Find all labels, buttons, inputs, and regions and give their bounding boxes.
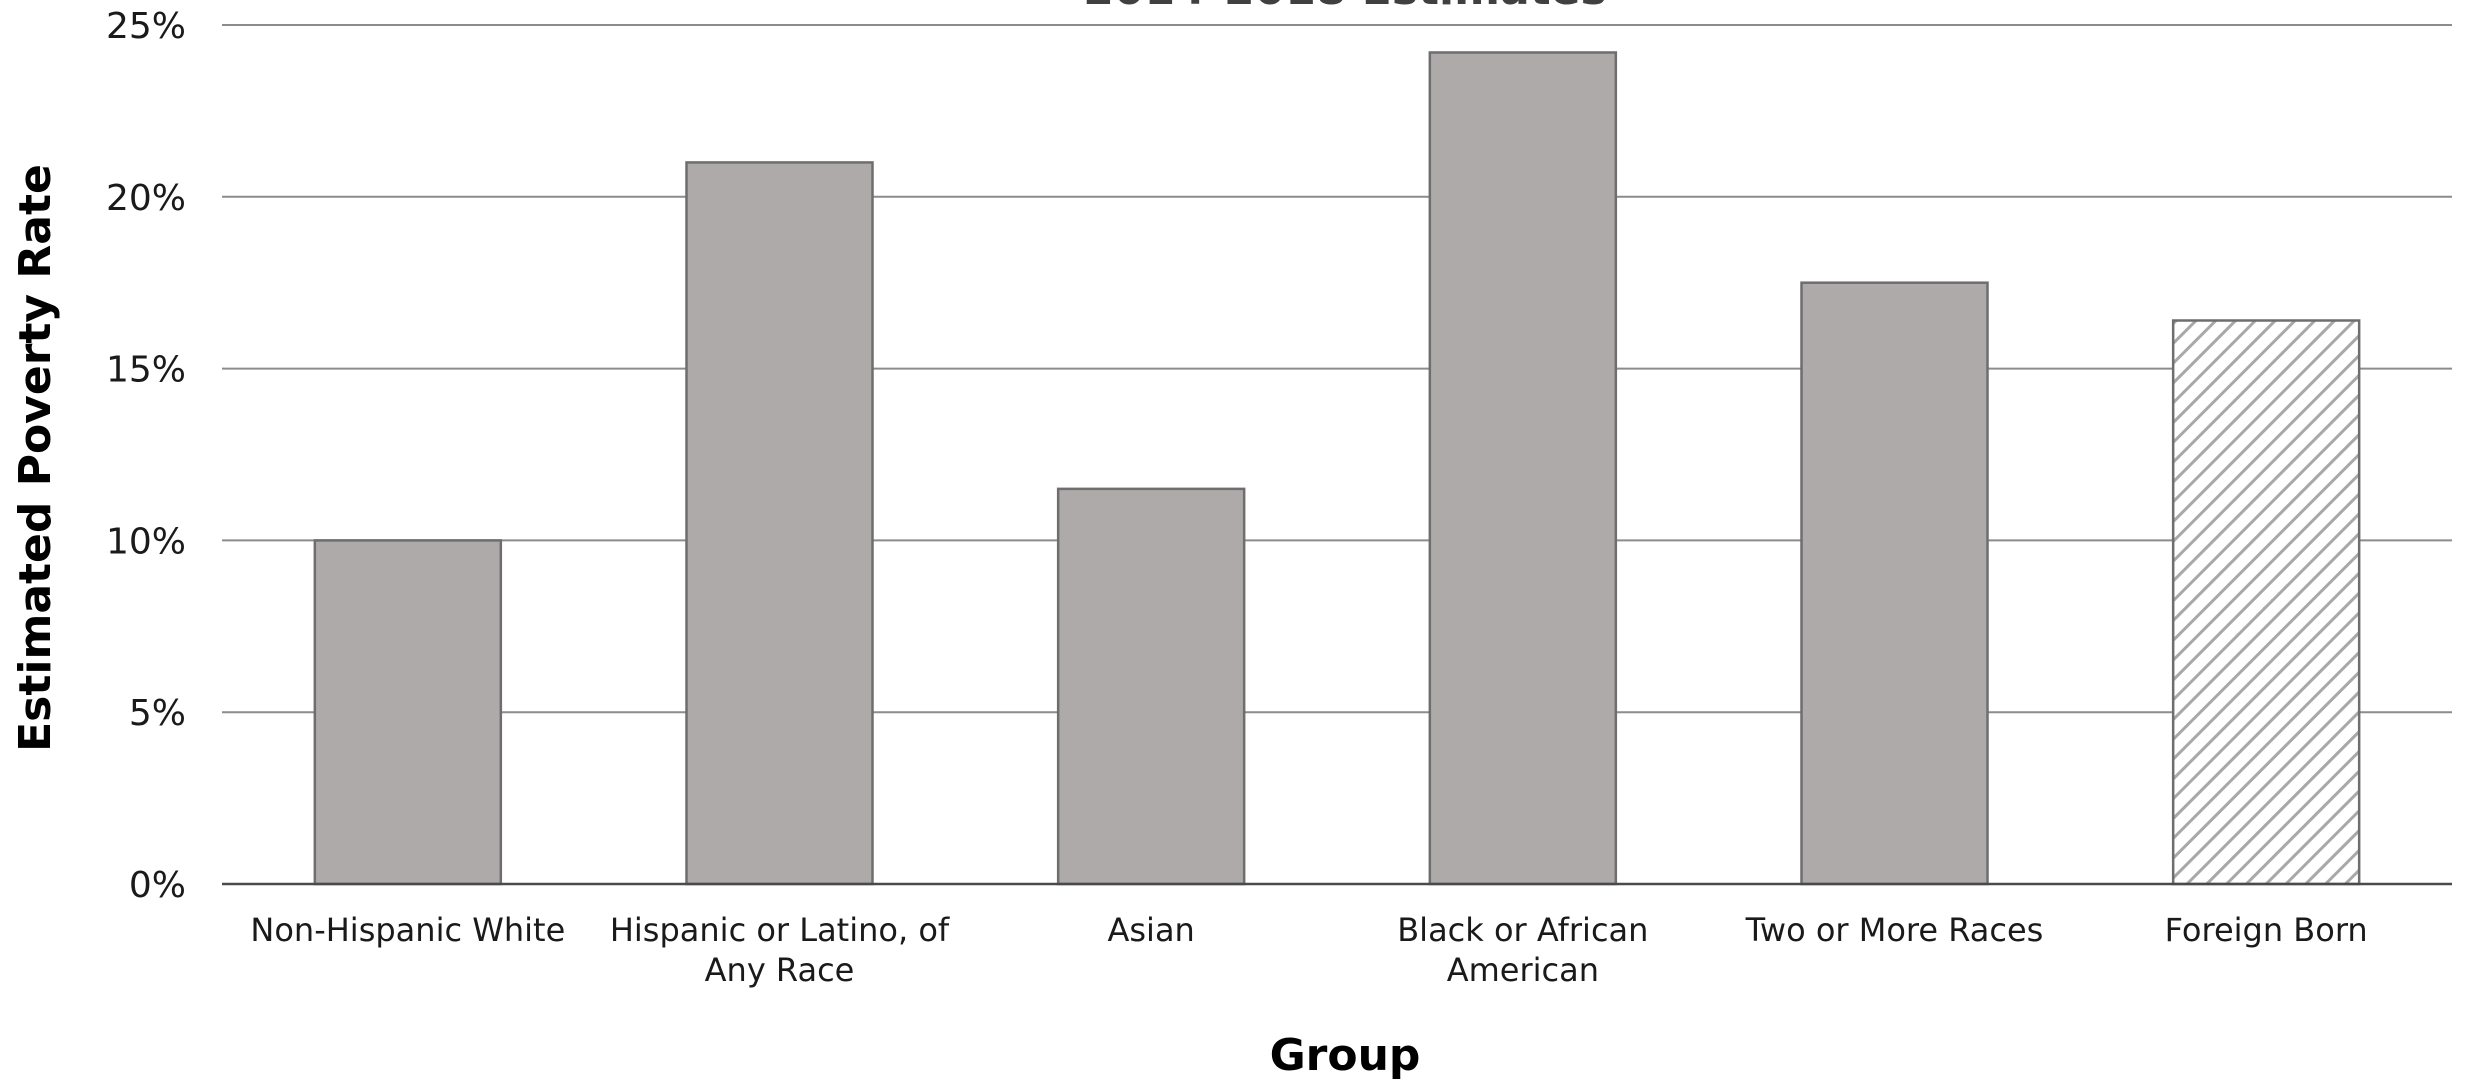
x-axis-title: Group [1270, 1030, 1421, 1080]
y-tick-label: 10% [106, 521, 186, 562]
x-axis-category-labels: Non-Hispanic White Hispanic or Latino, of… [250, 911, 2367, 989]
x-category-label: Black or African American [1397, 911, 1648, 989]
x-category-label: Hispanic or Latino, of Any Race [610, 911, 950, 989]
gridlines [222, 24, 2452, 714]
bar [685, 161, 874, 886]
bar [1800, 281, 1989, 886]
bar [313, 539, 503, 886]
y-tick-label: 5% [129, 693, 186, 734]
x-category-label: Asian [1107, 911, 1194, 949]
chart-title: 2014-2018 Estimates [1083, 0, 1606, 15]
y-tick-label: 15% [106, 350, 186, 391]
x-category-label: Foreign Born [2165, 911, 2368, 949]
bars [313, 51, 2361, 886]
y-tick-label: 0% [129, 865, 186, 906]
y-axis-ticks: 0% 5% 10% 15% 20% 25% [106, 6, 186, 906]
bar [1428, 51, 1618, 886]
y-tick-label: 25% [106, 6, 186, 47]
y-tick-label: 20% [106, 178, 186, 219]
bar [1056, 487, 1246, 886]
x-category-label: Two or More Races [1745, 911, 2044, 949]
x-category-label: Non-Hispanic White [250, 911, 565, 949]
bar [2171, 319, 2361, 886]
y-axis-title: Estimated Poverty Rate [10, 164, 61, 752]
